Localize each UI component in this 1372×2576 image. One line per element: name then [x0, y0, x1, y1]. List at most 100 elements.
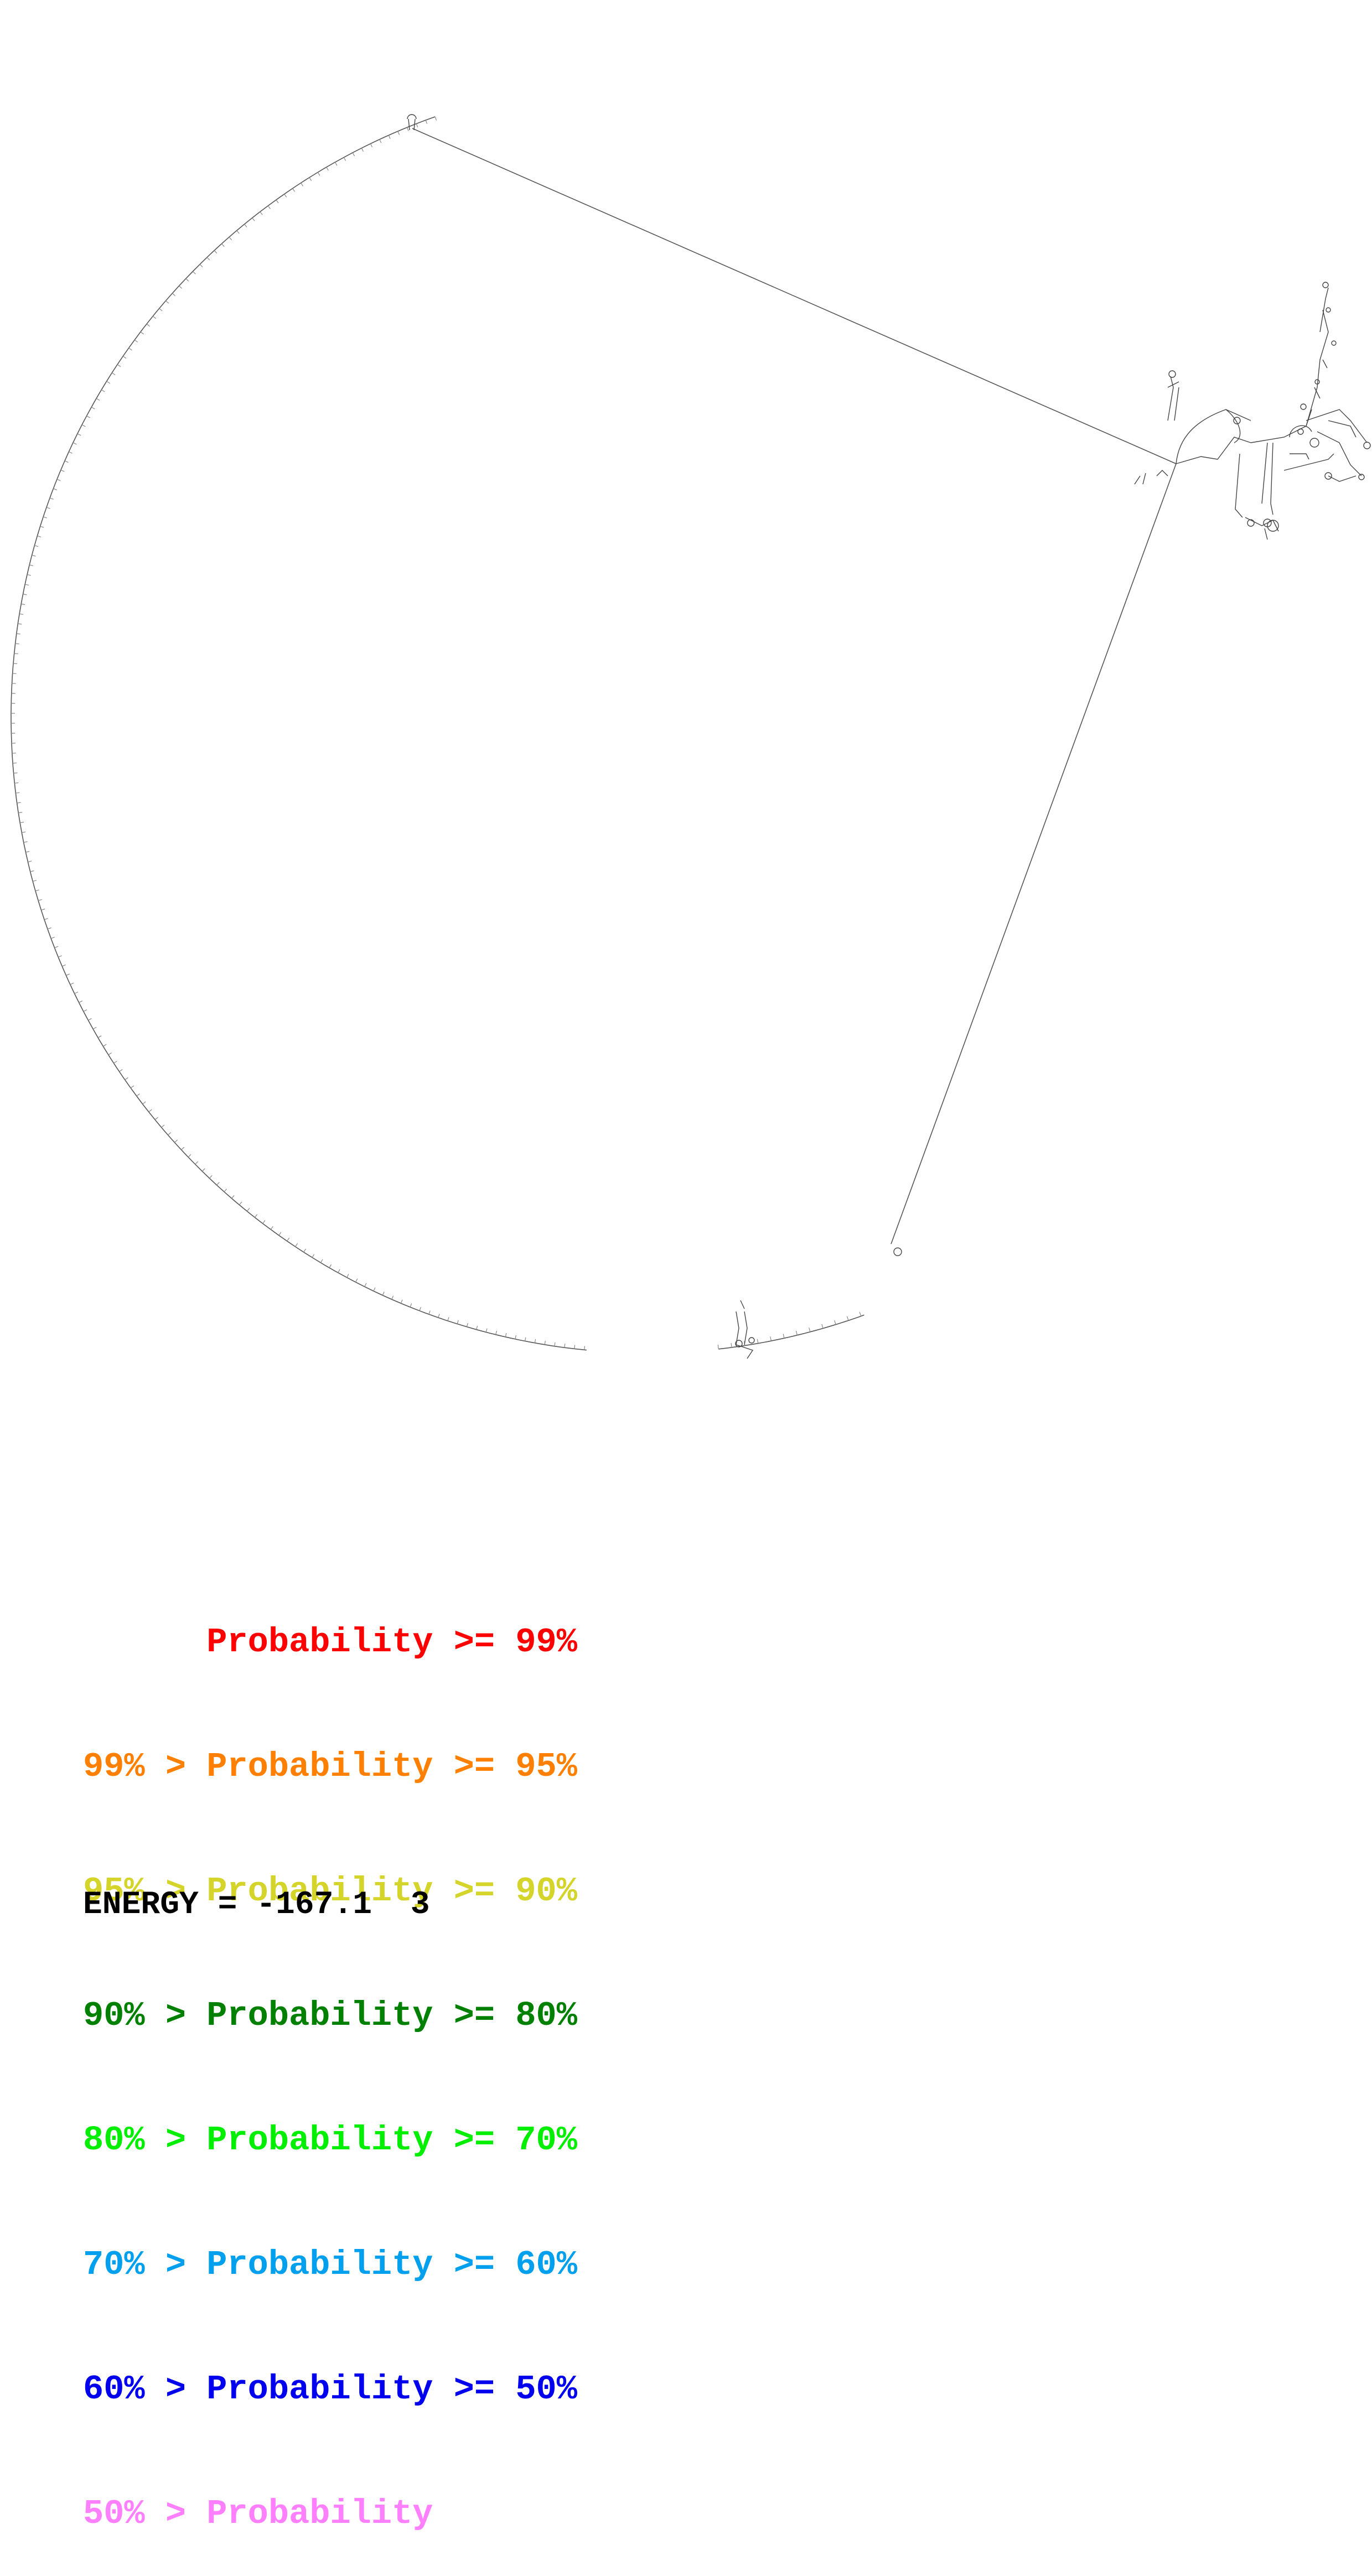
rna-backbone: [11, 117, 1176, 1350]
tick: [98, 1036, 101, 1038]
structure-branch: [1306, 410, 1367, 443]
top-hairpin: [407, 115, 416, 130]
tick: [276, 200, 278, 203]
tick: [162, 1125, 164, 1128]
tick: [35, 890, 39, 891]
tick: [38, 899, 42, 900]
tick: [195, 1162, 198, 1164]
structure-branch: [1317, 432, 1361, 476]
tick: [268, 206, 270, 209]
tick: [43, 517, 47, 518]
energy-label: ENERGY = -167.1 3: [83, 1887, 430, 1923]
tick: [200, 265, 203, 267]
tick: [209, 1175, 212, 1178]
tick: [407, 127, 409, 131]
tick: [93, 1027, 96, 1029]
hairpin-loop: [1332, 341, 1336, 345]
legend-row-50: 60% > Probability >= 50%: [83, 2368, 577, 2410]
hairpin-loop: [1247, 520, 1254, 526]
tick: [120, 1070, 123, 1072]
structure-branch: [1328, 476, 1356, 481]
tick: [25, 852, 29, 853]
tick: [58, 956, 62, 957]
tick: [584, 1346, 585, 1350]
tick: [51, 937, 55, 939]
tick: [182, 1147, 184, 1150]
structure-branch: [1290, 426, 1312, 437]
tick: [18, 812, 22, 813]
hairpin-loop: [1359, 474, 1364, 480]
legend-row-99: Probability >= 99%: [83, 1621, 577, 1663]
tick: [239, 1202, 242, 1205]
tick: [28, 861, 32, 862]
tick: [134, 340, 138, 342]
tick: [486, 1329, 487, 1333]
structure-branch: [1235, 454, 1242, 517]
tick: [108, 1053, 112, 1055]
tick: [237, 231, 240, 234]
tick: [202, 1169, 205, 1172]
tick: [420, 1307, 421, 1311]
tick: [172, 293, 175, 296]
bottom-loop-2: [749, 1338, 754, 1343]
tick: [224, 1189, 227, 1191]
tick: [62, 965, 65, 966]
tick: [33, 880, 37, 882]
tick: [525, 1338, 526, 1341]
lower-right-loop: [894, 1248, 902, 1256]
tick: [338, 1269, 340, 1273]
tick: [91, 407, 95, 409]
tick: [382, 1292, 384, 1295]
tick: [29, 565, 33, 566]
tick: [65, 461, 68, 463]
tick: [166, 301, 169, 304]
tick: [301, 183, 303, 186]
legend-row-80: 90% > Probability >= 80%: [83, 1995, 577, 2036]
tick: [17, 802, 21, 803]
tick: [335, 162, 337, 165]
tick: [117, 365, 121, 367]
probability-legend: Probability >= 99% 99% > Probability >= …: [83, 1538, 577, 2576]
tick: [79, 1001, 82, 1003]
tick: [153, 316, 156, 318]
tick: [416, 124, 418, 128]
tick: [107, 381, 110, 383]
hairpin-loop: [1326, 308, 1330, 312]
tick: [70, 983, 74, 984]
tick: [371, 144, 372, 147]
structure-branch: [1320, 288, 1328, 332]
tick: [757, 1339, 758, 1344]
tick: [252, 218, 255, 221]
tick: [217, 1182, 220, 1185]
tick: [448, 1317, 449, 1321]
tick: [53, 489, 57, 490]
structure-branch: [1168, 376, 1179, 421]
tick: [783, 1334, 784, 1338]
tick: [159, 308, 162, 311]
tick: [438, 1314, 439, 1318]
tick: [309, 178, 312, 181]
tick: [147, 324, 150, 326]
tick: [410, 1304, 412, 1308]
tick: [155, 1117, 158, 1119]
tick: [353, 153, 354, 156]
structure-branch: [1306, 310, 1328, 426]
tick: [125, 1077, 128, 1080]
legend-row-70: 80% > Probability >= 70%: [83, 2119, 577, 2161]
helix-clusters: [407, 115, 1370, 1359]
tick: [179, 286, 182, 289]
tick: [103, 1044, 106, 1046]
hairpin-loop: [1169, 371, 1176, 377]
tick: [23, 594, 27, 595]
tick: [835, 1320, 836, 1325]
tick: [32, 555, 36, 556]
tick: [398, 131, 400, 134]
tick: [137, 1094, 140, 1096]
tick: [312, 1254, 314, 1257]
hairpin-loop: [1301, 404, 1306, 410]
tick: [392, 1296, 394, 1299]
tick: [168, 1132, 170, 1135]
tick: [401, 1300, 402, 1303]
tick: [143, 1102, 146, 1104]
tick: [318, 172, 320, 175]
